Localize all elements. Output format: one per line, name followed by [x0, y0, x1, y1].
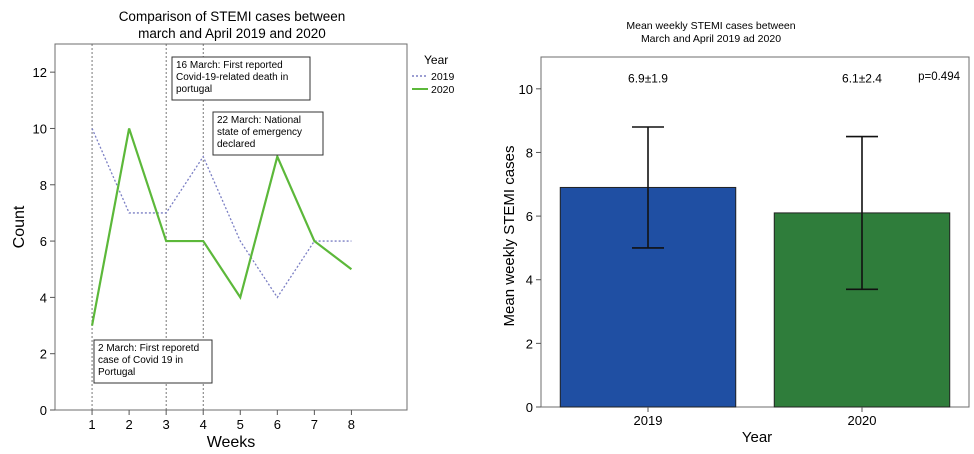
line-chart-x-tick-label: 5: [237, 417, 244, 432]
bar-chart-y-tick-label: 10: [519, 82, 533, 97]
line-chart-x-tick-label: 4: [200, 417, 207, 432]
line-chart-x-tick-label: 7: [311, 417, 318, 432]
bar-chart-plot-frame: [540, 56, 970, 408]
bar-chart-y-tick-label: 0: [526, 400, 533, 415]
line-chart-y-axis-label: Count: [11, 205, 28, 248]
line-chart-title-line2: march and April 2019 and 2020: [138, 26, 326, 41]
bar-chart-y-tick-label: 8: [526, 145, 533, 160]
bar-chart-category-label: 2019: [634, 413, 663, 428]
annotation-text: Portugal: [98, 367, 135, 378]
bar-chart-category-label: 2020: [848, 413, 877, 428]
line-chart-plot-frame: [54, 43, 408, 411]
line-chart-y-tick-label: 0: [40, 403, 47, 418]
annotation-text: 22 March: National: [217, 115, 301, 126]
line-chart-y-tick-label: 6: [40, 234, 47, 249]
line-chart-x-tick-label: 3: [163, 417, 170, 432]
line-chart-x-tick-label: 6: [274, 417, 281, 432]
line-chart: Comparison of STEMI cases between march …: [11, 9, 455, 451]
line-chart-legend: Year 2019 2020: [412, 53, 455, 96]
annotation-text: declared: [217, 139, 255, 150]
legend-2019-label: 2019: [431, 71, 455, 83]
bar-chart-y-tick-label: 4: [526, 273, 533, 288]
legend-title: Year: [424, 53, 448, 67]
annotation-box: [93, 339, 213, 384]
legend-2020-label: 2020: [431, 84, 455, 96]
line-chart-y-tick-label: 4: [40, 290, 47, 305]
annotation-text: Covid-19-related death in: [176, 72, 288, 83]
line-series-2019: [91, 128, 352, 299]
bar-chart-title-line2: March and April 2019 ad 2020: [641, 33, 781, 45]
line-chart-x-tick-label: 1: [88, 417, 95, 432]
line-chart-title-line1: Comparison of STEMI cases between: [119, 9, 346, 24]
annotation-text: 16 March: First reported: [176, 60, 283, 71]
bar-chart-y-axis-label: Mean weekly STEMI cases: [501, 146, 518, 327]
line-series-2020: [90, 128, 353, 326]
line-chart-x-tick-label: 8: [348, 417, 355, 432]
annotation-text: case of Covid 19 in: [98, 355, 183, 366]
line-chart-y-tick-label: 12: [33, 65, 47, 80]
annotation-text: portugal: [176, 84, 212, 95]
bar-chart-x-axis-label: Year: [742, 429, 772, 446]
bar-chart-y-tick-label: 6: [526, 209, 533, 224]
bar-data-label: 6.1±2.4: [842, 71, 882, 85]
annotation-box: [171, 56, 311, 101]
line-chart-y-tick-label: 10: [33, 121, 47, 136]
line-chart-x-axis-label: Weeks: [207, 434, 256, 451]
annotation-text: 2 March: First reporetd: [98, 343, 199, 354]
bar-chart-title-line1: Mean weekly STEMI cases between: [626, 20, 795, 32]
line-chart-y-tick-label: 8: [40, 178, 47, 193]
line-chart-x-tick-label: 2: [125, 417, 132, 432]
annotation-text: state of emergency: [217, 127, 302, 138]
annotation-box: [212, 111, 324, 156]
bar-data-label: 6.9±1.9: [628, 71, 668, 85]
bar-chart: Mean weekly STEMI cases between March an…: [501, 20, 970, 446]
line-chart-y-tick-label: 2: [40, 347, 47, 362]
bar-chart-p-value: p=0.494: [918, 71, 960, 83]
bar-chart-y-tick-label: 2: [526, 336, 533, 351]
